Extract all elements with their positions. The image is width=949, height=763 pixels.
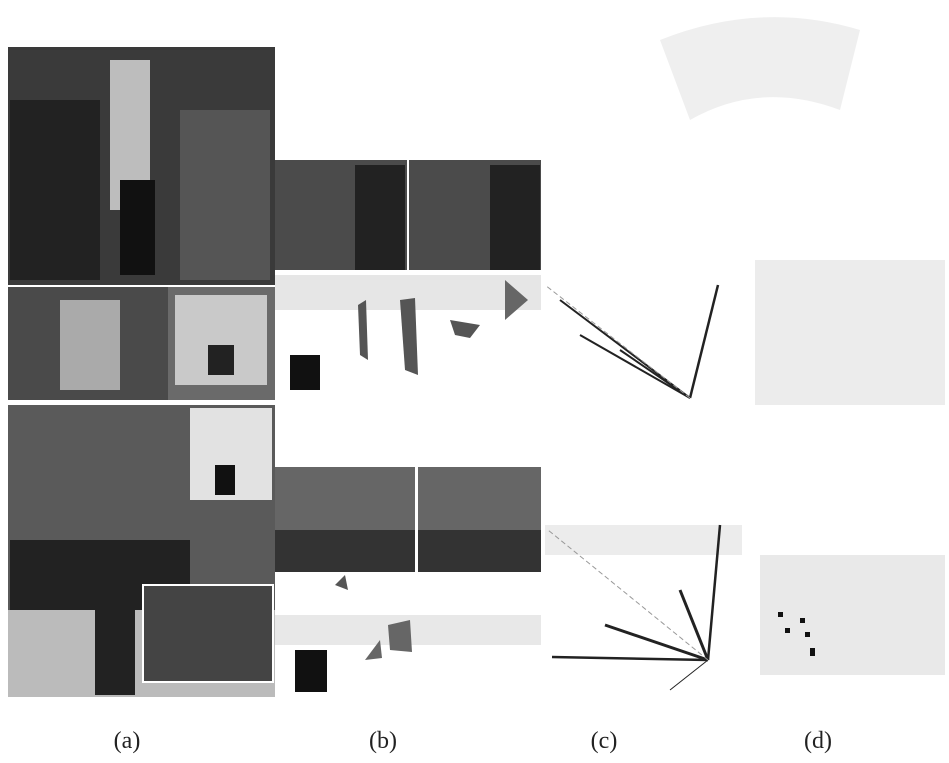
panel-a-images [8, 47, 275, 697]
robot-icon [295, 650, 327, 692]
corridor-light [60, 300, 120, 390]
panel-label: (b) [369, 728, 397, 754]
robot [95, 600, 135, 695]
vector [680, 590, 708, 660]
point [810, 648, 815, 656]
desk [275, 530, 415, 572]
panel-label: (d) [804, 728, 832, 754]
point [785, 628, 790, 633]
desk [418, 530, 541, 572]
vector [552, 657, 708, 660]
vector [545, 285, 690, 398]
vector [620, 350, 690, 398]
point [800, 618, 805, 623]
point-cloud [760, 555, 945, 675]
plane [388, 620, 412, 652]
point-cloud [755, 260, 945, 405]
point-cloud [660, 17, 860, 120]
panel-label: (c) [591, 728, 618, 754]
cubicle-wall [490, 165, 540, 270]
cubicle-wall [10, 100, 100, 280]
render-floor [545, 525, 742, 555]
plane [450, 320, 480, 338]
vector [605, 625, 708, 660]
panel-b-images [275, 160, 541, 692]
robot-icon [290, 355, 320, 390]
point [805, 632, 810, 637]
vector [580, 335, 690, 398]
robot [120, 180, 155, 275]
cubicle-wall [180, 110, 270, 280]
vector [670, 660, 708, 690]
robot-icon [208, 345, 234, 375]
robot-icon [215, 465, 235, 495]
panel-c-vectors [545, 285, 742, 690]
panel-label: (a) [114, 728, 141, 754]
plane [400, 298, 418, 375]
vector [690, 285, 718, 398]
figure: (a) (b) (c) (d) [0, 0, 949, 763]
plane [335, 575, 348, 590]
cubicle-wall [355, 165, 405, 270]
point [778, 612, 783, 617]
inset-photo [143, 585, 273, 682]
